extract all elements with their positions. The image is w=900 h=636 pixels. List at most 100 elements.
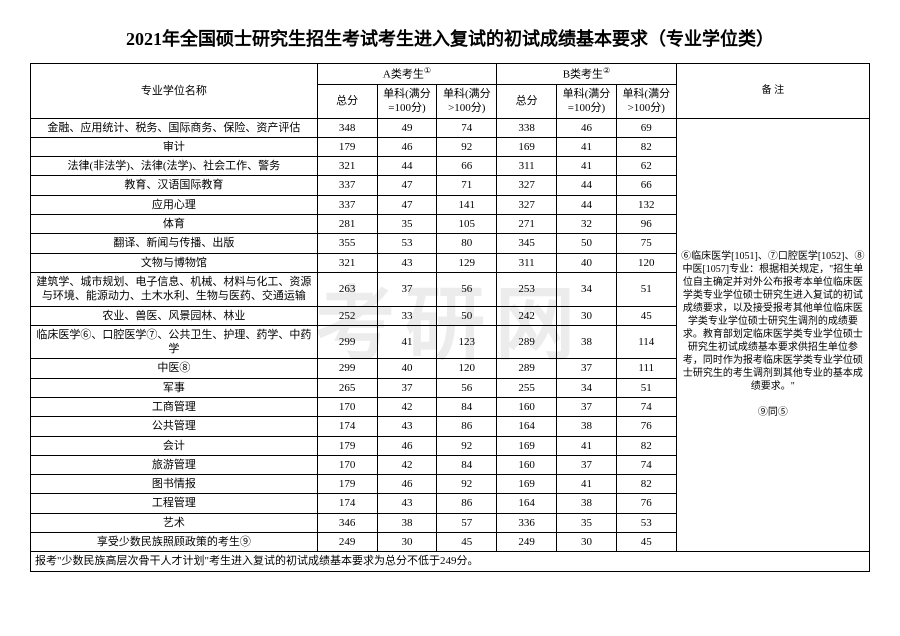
major-name-cell: 艺术: [31, 513, 318, 532]
score-cell: 170: [317, 455, 377, 474]
score-cell: 57: [437, 513, 497, 532]
score-cell: 336: [497, 513, 557, 532]
score-cell: 51: [616, 272, 676, 306]
score-cell: 76: [616, 417, 676, 436]
score-cell: 92: [437, 475, 497, 494]
score-cell: 41: [377, 325, 437, 359]
score-cell: 337: [317, 195, 377, 214]
score-cell: 164: [497, 417, 557, 436]
score-cell: 43: [377, 253, 437, 272]
score-cell: 169: [497, 436, 557, 455]
score-cell: 37: [557, 359, 617, 378]
score-cell: 43: [377, 417, 437, 436]
score-cell: 289: [497, 359, 557, 378]
score-cell: 37: [557, 398, 617, 417]
major-name-cell: 图书情报: [31, 475, 318, 494]
header-a-s2: 单科(满分>100分): [437, 84, 497, 118]
major-name-cell: 享受少数民族照顾政策的考生⑨: [31, 533, 318, 552]
header-b-s2: 单科(满分>100分): [616, 84, 676, 118]
major-name-cell: 工程管理: [31, 494, 318, 513]
score-cell: 174: [317, 494, 377, 513]
score-cell: 92: [437, 137, 497, 156]
score-cell: 164: [497, 494, 557, 513]
score-cell: 84: [437, 455, 497, 474]
score-cell: 37: [377, 272, 437, 306]
score-cell: 38: [557, 325, 617, 359]
score-cell: 299: [317, 325, 377, 359]
score-cell: 179: [317, 137, 377, 156]
score-cell: 174: [317, 417, 377, 436]
major-name-cell: 军事: [31, 378, 318, 397]
score-cell: 30: [557, 533, 617, 552]
major-name-cell: 审计: [31, 137, 318, 156]
score-cell: 38: [377, 513, 437, 532]
score-cell: 50: [437, 306, 497, 325]
score-cell: 120: [437, 359, 497, 378]
score-cell: 311: [497, 253, 557, 272]
score-cell: 255: [497, 378, 557, 397]
major-name-cell: 工商管理: [31, 398, 318, 417]
score-cell: 345: [497, 234, 557, 253]
score-cell: 82: [616, 475, 676, 494]
header-b-s1: 单科(满分=100分): [557, 84, 617, 118]
score-cell: 74: [437, 118, 497, 137]
score-cell: 62: [616, 157, 676, 176]
major-name-cell: 农业、兽医、风景园林、林业: [31, 306, 318, 325]
table-row: 金融、应用统计、税务、国际商务、保险、资产评估34849743384669⑥临床…: [31, 118, 870, 137]
major-name-cell: 应用心理: [31, 195, 318, 214]
header-a-s1: 单科(满分=100分): [377, 84, 437, 118]
score-cell: 169: [497, 137, 557, 156]
score-cell: 71: [437, 176, 497, 195]
header-group-b: B类考生②: [497, 64, 676, 85]
score-cell: 86: [437, 417, 497, 436]
score-cell: 45: [437, 533, 497, 552]
score-cell: 337: [317, 176, 377, 195]
score-cell: 132: [616, 195, 676, 214]
score-cell: 289: [497, 325, 557, 359]
score-cell: 46: [377, 137, 437, 156]
score-cell: 34: [557, 272, 617, 306]
score-cell: 263: [317, 272, 377, 306]
score-cell: 33: [377, 306, 437, 325]
score-cell: 56: [437, 272, 497, 306]
score-cell: 120: [616, 253, 676, 272]
score-cell: 49: [377, 118, 437, 137]
score-cell: 34: [557, 378, 617, 397]
score-cell: 249: [317, 533, 377, 552]
header-a-total: 总分: [317, 84, 377, 118]
score-cell: 37: [377, 378, 437, 397]
score-cell: 51: [616, 378, 676, 397]
score-cell: 32: [557, 215, 617, 234]
score-cell: 114: [616, 325, 676, 359]
score-cell: 46: [377, 475, 437, 494]
score-cell: 30: [557, 306, 617, 325]
major-name-cell: 中医⑧: [31, 359, 318, 378]
score-cell: 41: [557, 475, 617, 494]
header-group-a: A类考生①: [317, 64, 496, 85]
score-cell: 44: [377, 157, 437, 176]
score-cell: 38: [557, 494, 617, 513]
score-cell: 53: [377, 234, 437, 253]
score-cell: 47: [377, 195, 437, 214]
score-cell: 47: [377, 176, 437, 195]
major-name-cell: 法律(非法学)、法律(法学)、社会工作、警务: [31, 157, 318, 176]
score-cell: 281: [317, 215, 377, 234]
score-cell: 338: [497, 118, 557, 137]
score-cell: 141: [437, 195, 497, 214]
score-cell: 355: [317, 234, 377, 253]
major-name-cell: 体育: [31, 215, 318, 234]
score-cell: 69: [616, 118, 676, 137]
score-cell: 41: [557, 436, 617, 455]
score-cell: 105: [437, 215, 497, 234]
score-cell: 96: [616, 215, 676, 234]
score-cell: 74: [616, 398, 676, 417]
header-remark: 备 注: [676, 64, 869, 119]
score-cell: 129: [437, 253, 497, 272]
score-cell: 66: [616, 176, 676, 195]
score-cell: 42: [377, 455, 437, 474]
major-name-cell: 建筑学、城市规划、电子信息、机械、材料与化工、资源与环境、能源动力、土木水利、生…: [31, 272, 318, 306]
score-cell: 160: [497, 455, 557, 474]
major-name-cell: 临床医学⑥、口腔医学⑦、公共卫生、护理、药学、中药学: [31, 325, 318, 359]
major-name-cell: 旅游管理: [31, 455, 318, 474]
score-cell: 348: [317, 118, 377, 137]
